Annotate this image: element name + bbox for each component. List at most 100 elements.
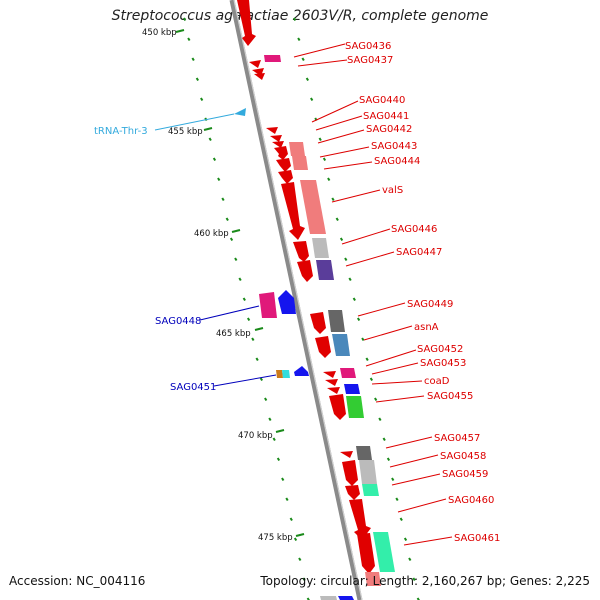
gene-label[interactable]: SAG0460 bbox=[448, 495, 494, 506]
gene-label[interactable]: valS bbox=[382, 185, 403, 196]
tick-mark bbox=[348, 277, 352, 282]
rna-label[interactable]: tRNA-Thr-3 bbox=[94, 126, 148, 137]
feature-arrow[interactable] bbox=[274, 146, 288, 160]
feature-box[interactable] bbox=[359, 460, 377, 484]
tick-mark bbox=[369, 377, 373, 382]
gene-label[interactable]: SAG0447 bbox=[396, 247, 442, 258]
tick-mark bbox=[378, 417, 382, 422]
gene-label[interactable]: SAG0442 bbox=[366, 124, 412, 135]
feature-box[interactable] bbox=[346, 396, 364, 418]
feature-arrow[interactable] bbox=[325, 379, 338, 386]
tick-mark bbox=[382, 437, 386, 442]
gene-label[interactable]: SAG0448 bbox=[155, 316, 201, 327]
feature-box[interactable] bbox=[328, 310, 345, 332]
gene-label[interactable]: SAG0458 bbox=[440, 451, 486, 462]
feature-box[interactable] bbox=[373, 532, 395, 572]
tick-mark bbox=[301, 57, 305, 62]
feature-box[interactable] bbox=[312, 238, 329, 258]
tick-mark bbox=[356, 317, 361, 322]
tick-mark bbox=[191, 57, 195, 62]
feature-box[interactable] bbox=[289, 142, 305, 156]
tick-mark bbox=[386, 457, 391, 462]
gene-label[interactable]: SAG0453 bbox=[420, 358, 466, 369]
gene-label[interactable]: SAG0459 bbox=[442, 469, 488, 480]
feature-box[interactable] bbox=[259, 292, 277, 318]
feature-arrow[interactable] bbox=[310, 312, 326, 334]
feature-box[interactable] bbox=[282, 370, 290, 378]
feature-arrow[interactable] bbox=[329, 394, 346, 420]
tick-mark bbox=[298, 557, 302, 562]
tick-mark bbox=[374, 397, 378, 402]
feature-arrow[interactable] bbox=[278, 170, 293, 184]
feature-arrow[interactable] bbox=[340, 451, 353, 458]
feature-arrow[interactable] bbox=[345, 485, 360, 500]
feature-box[interactable] bbox=[332, 334, 350, 356]
tick-mark bbox=[200, 97, 204, 102]
feature-arrow[interactable] bbox=[276, 158, 291, 172]
feature-arrow[interactable] bbox=[278, 290, 296, 314]
feature-arrow[interactable] bbox=[266, 127, 278, 134]
feature-arrow[interactable] bbox=[342, 460, 358, 486]
feature-arrow[interactable] bbox=[338, 596, 354, 600]
feature-arrow[interactable] bbox=[281, 182, 305, 240]
feature-box[interactable] bbox=[276, 370, 283, 378]
tick-mark bbox=[293, 537, 298, 542]
gene-label[interactable]: SAG0441 bbox=[363, 111, 409, 122]
feature-arrow[interactable] bbox=[327, 387, 340, 394]
tick-mark bbox=[416, 597, 420, 600]
scale-label-475: 475 kbp bbox=[258, 533, 293, 543]
feature-box[interactable] bbox=[340, 368, 356, 378]
feature-arrow[interactable] bbox=[315, 336, 331, 358]
gene-label[interactable]: SAG0437 bbox=[347, 55, 393, 66]
feature-arrow[interactable] bbox=[254, 73, 265, 80]
tick-mark bbox=[195, 77, 199, 82]
feature-box[interactable] bbox=[365, 572, 381, 586]
gene-label[interactable]: asnA bbox=[414, 322, 439, 333]
feature-arrow[interactable] bbox=[234, 108, 246, 116]
feature-box[interactable] bbox=[316, 260, 334, 280]
feature-box[interactable] bbox=[344, 384, 360, 394]
gene-label[interactable]: SAG0455 bbox=[427, 391, 473, 402]
feature-arrow[interactable] bbox=[357, 533, 375, 574]
gene-label[interactable]: SAG0440 bbox=[359, 95, 405, 106]
gene-label[interactable]: SAG0443 bbox=[371, 141, 417, 152]
feature-arrow[interactable] bbox=[237, 0, 256, 46]
tick-mark bbox=[412, 577, 416, 582]
tick-mark bbox=[242, 297, 246, 302]
gene-label[interactable]: SAG0457 bbox=[434, 433, 480, 444]
feature-arrow[interactable] bbox=[297, 260, 313, 282]
tick-mark bbox=[289, 517, 293, 522]
tick-mark bbox=[182, 17, 187, 22]
map-title: Streptococcus agalactiae 2603V/R, comple… bbox=[111, 8, 489, 24]
tick-mark bbox=[344, 257, 348, 262]
feature-arrow[interactable] bbox=[249, 60, 261, 68]
feature-arrow[interactable] bbox=[270, 135, 282, 142]
feature-arrow[interactable] bbox=[323, 371, 336, 378]
feature-box[interactable] bbox=[292, 156, 308, 170]
gene-label[interactable]: SAG0449 bbox=[407, 299, 453, 310]
tick-mark bbox=[259, 377, 263, 382]
feature-box[interactable] bbox=[362, 484, 379, 496]
tick-mark bbox=[251, 337, 255, 342]
gene-label[interactable]: SAG0461 bbox=[454, 533, 500, 544]
feature-arrow[interactable] bbox=[272, 141, 284, 148]
tick-mark bbox=[187, 37, 191, 42]
feature-box[interactable] bbox=[300, 180, 326, 234]
tick-mark bbox=[281, 477, 285, 482]
gene-label[interactable]: SAG0436 bbox=[345, 41, 391, 52]
feature-box[interactable] bbox=[264, 55, 281, 62]
feature-arrow[interactable] bbox=[293, 241, 309, 262]
scale-label-450: 450 kbp bbox=[142, 28, 177, 38]
gene-label[interactable]: SAG0446 bbox=[391, 224, 437, 235]
feature-box[interactable] bbox=[320, 596, 337, 600]
gene-label[interactable]: SAG0451 bbox=[170, 382, 216, 393]
gene-label[interactable]: SAG0444 bbox=[374, 156, 420, 167]
gene-label[interactable]: SAG0452 bbox=[417, 344, 463, 355]
gene-label[interactable]: coaD bbox=[424, 376, 450, 387]
feature-arrow[interactable] bbox=[294, 366, 309, 376]
feature-box[interactable] bbox=[356, 446, 372, 460]
scale-label-470: 470 kbp bbox=[238, 431, 273, 441]
tick-mark bbox=[268, 417, 272, 422]
feature-arrow[interactable] bbox=[349, 499, 371, 540]
scale-labels: 450 kbp 455 kbp 460 kbp 465 kbp 470 kbp … bbox=[142, 28, 305, 543]
